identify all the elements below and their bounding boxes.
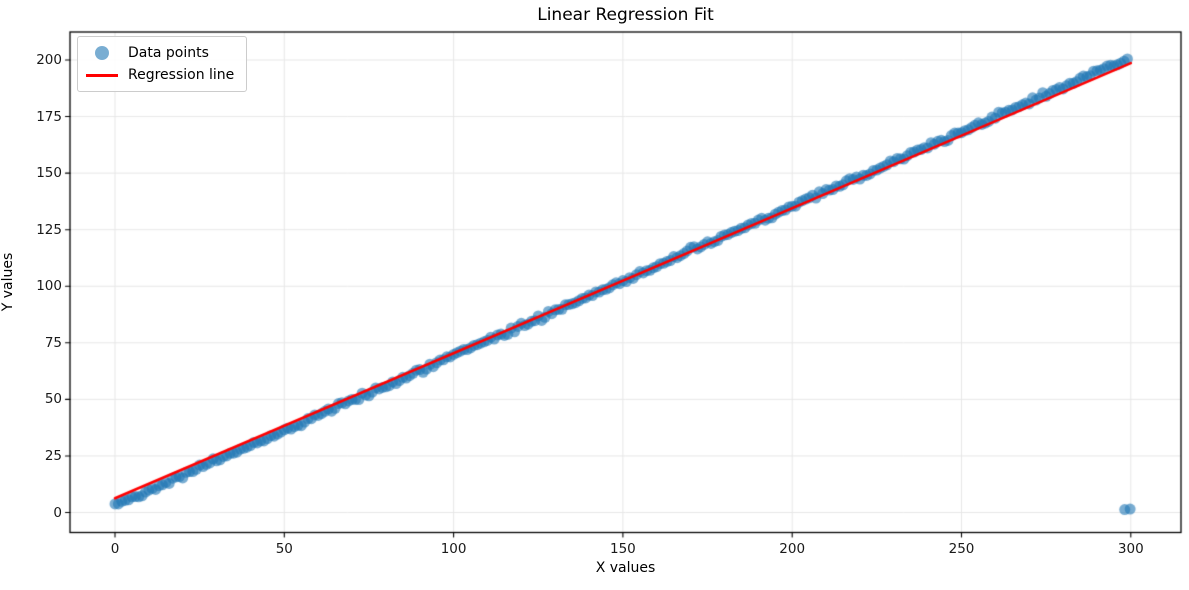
legend-item-data-points: Data points [84, 42, 234, 64]
x-tick-label: 300 [1117, 540, 1144, 557]
x-tick-label: 0 [110, 540, 120, 557]
legend-label-regression-line: Regression line [128, 67, 235, 83]
y-tick-label: 150 [36, 165, 62, 182]
legend-label-data-points: Data points [128, 45, 209, 61]
line-marker-icon [84, 73, 120, 77]
x-tick-label: 150 [610, 540, 636, 557]
y-axis-label: Y values [0, 252, 16, 312]
y-tick-label: 75 [44, 334, 62, 351]
x-tick-label: 50 [275, 540, 293, 557]
x-tick-label: 100 [440, 540, 467, 557]
y-tick-label: 50 [44, 391, 62, 408]
y-tick-label: 0 [53, 504, 62, 521]
y-tick-label: 175 [36, 108, 62, 125]
scatter-marker-icon [84, 46, 120, 60]
y-tick-label: 100 [36, 278, 62, 295]
x-tick-label: 250 [948, 540, 975, 557]
legend-item-regression-line: Regression line [84, 64, 234, 86]
y-tick-label: 125 [36, 221, 62, 238]
x-tick-label: 200 [779, 540, 806, 557]
x-axis-label: X values [595, 560, 656, 576]
y-tick-label: 200 [36, 52, 62, 68]
y-tick-label: 25 [44, 447, 62, 464]
legend: Data points Regression line [77, 36, 248, 92]
chart-title: Linear Regression Fit [537, 5, 714, 25]
